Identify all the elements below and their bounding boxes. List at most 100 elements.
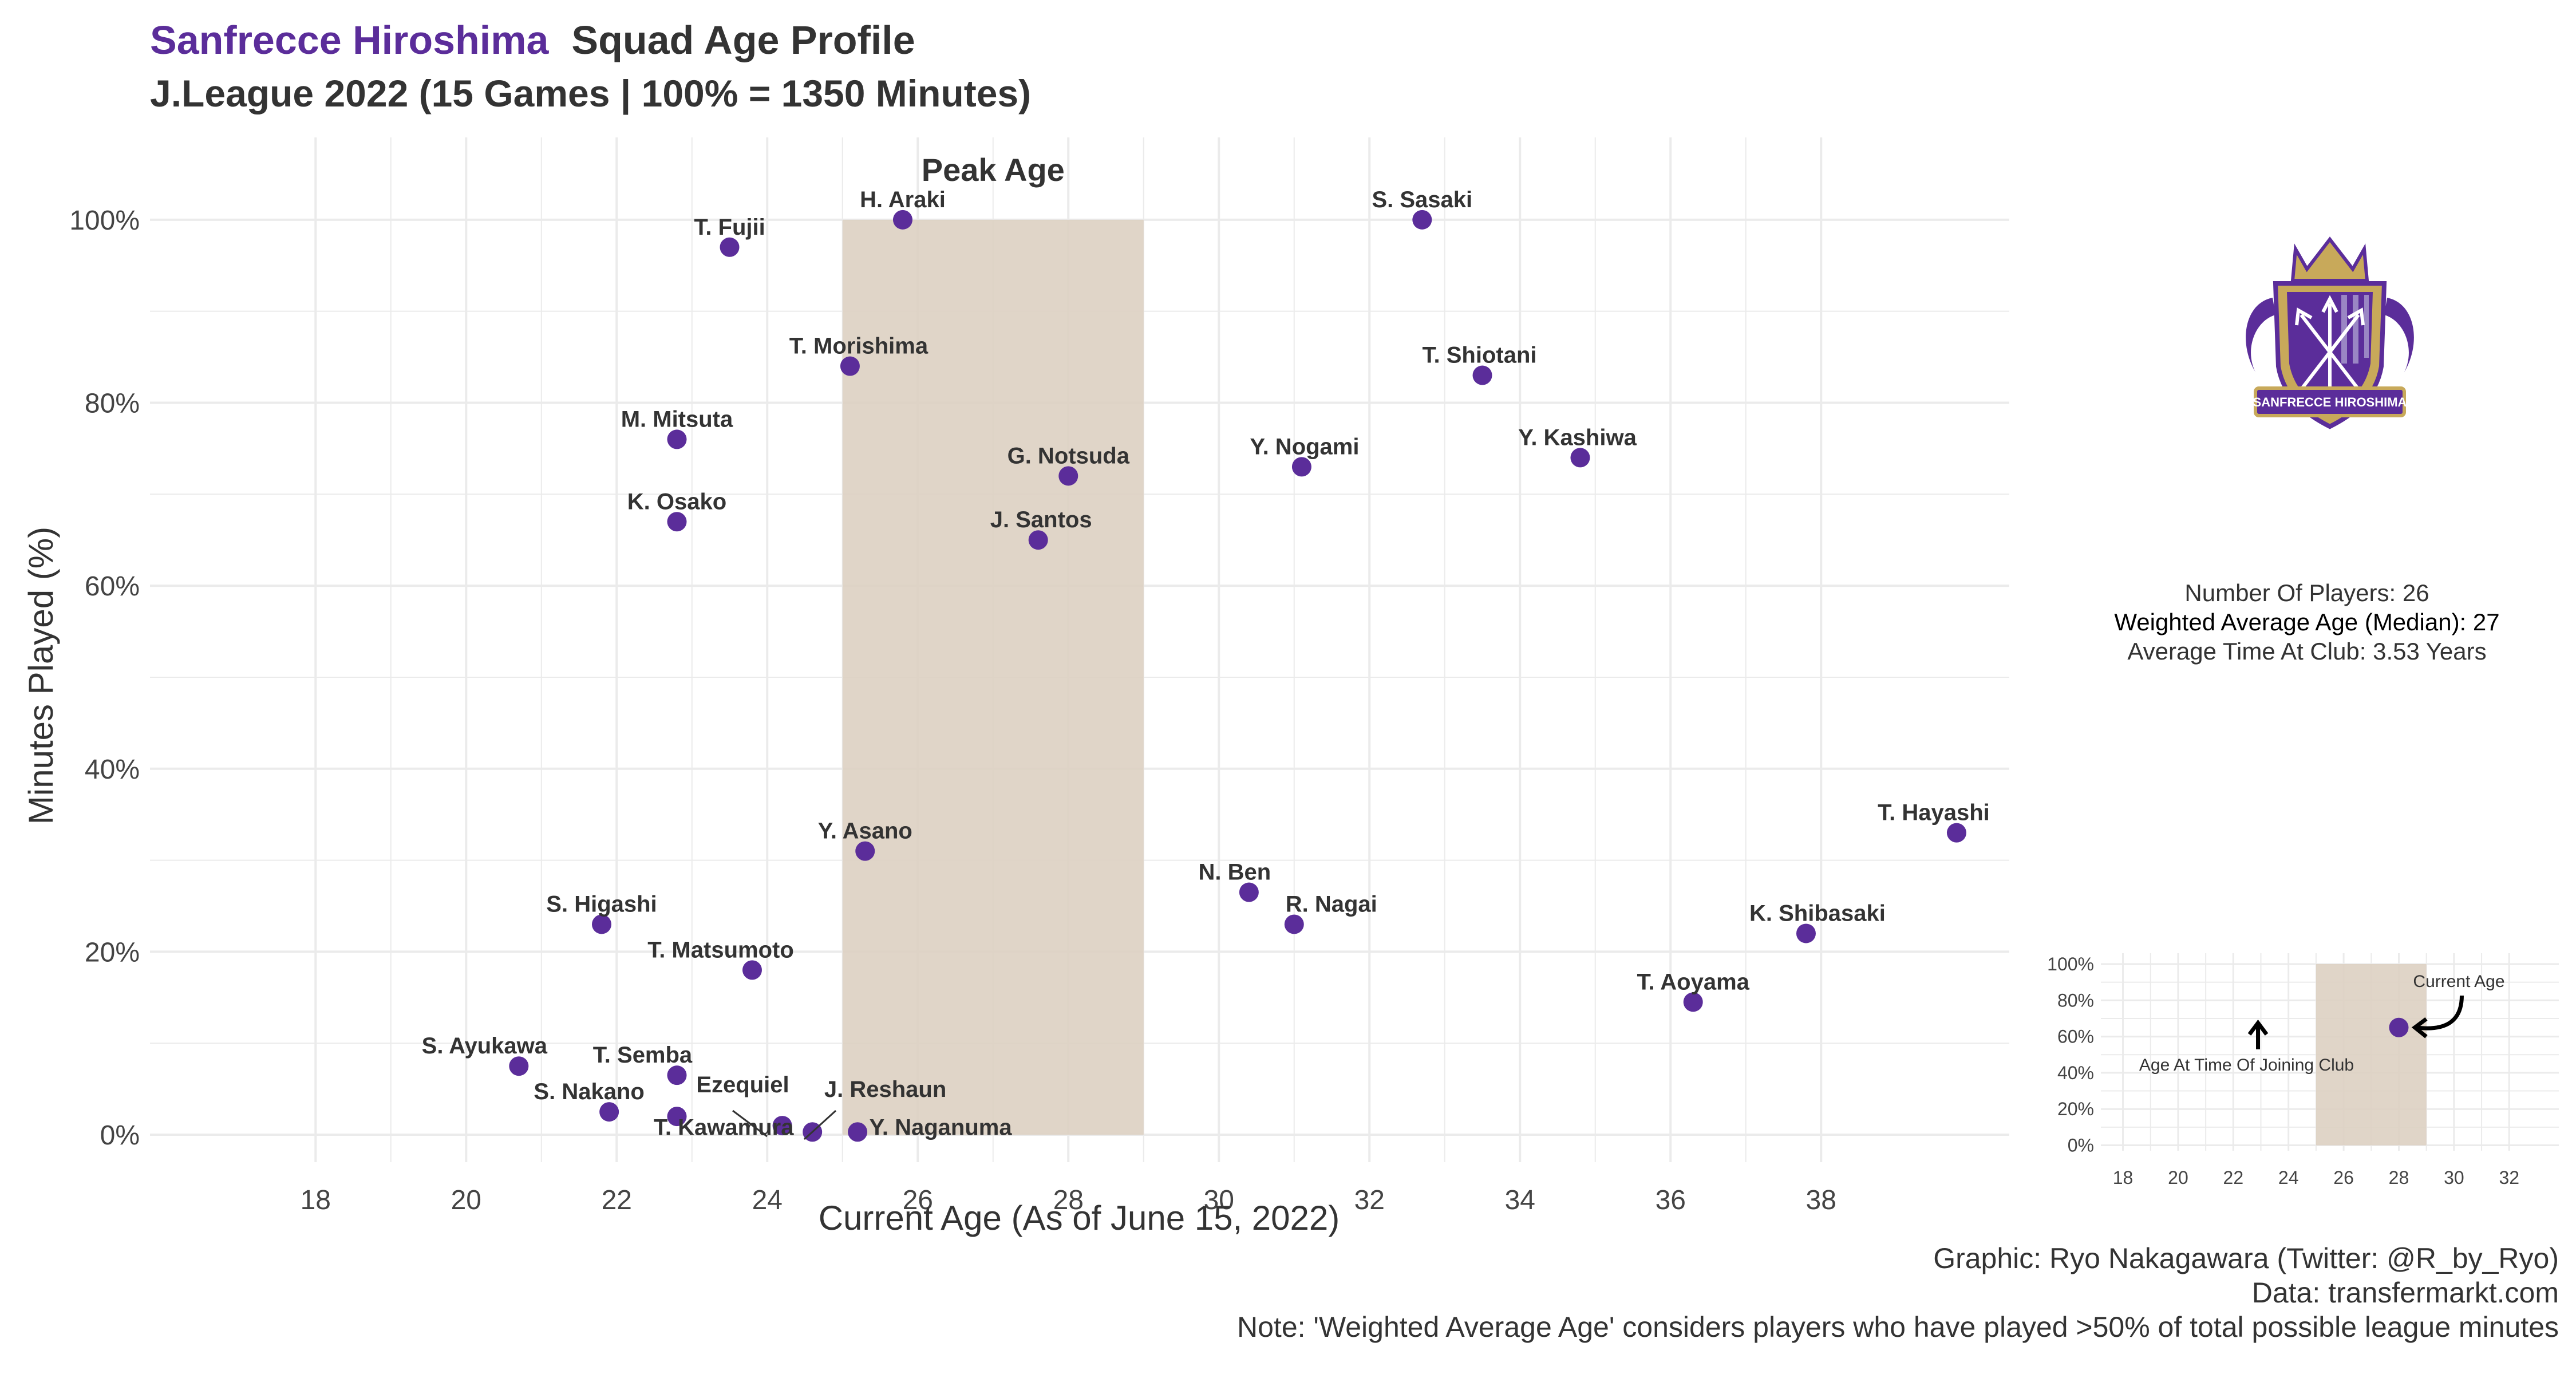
- legend-x-tick-32: 32: [2499, 1167, 2519, 1188]
- chart-subtitle: J.League 2022 (15 Games | 100% = 1350 Mi…: [150, 72, 1032, 114]
- x-tick-18: 18: [301, 1185, 331, 1215]
- label-s-sasaki: S. Sasaki: [1372, 187, 1472, 212]
- label-t-kawamura: T. Kawamura: [654, 1115, 794, 1140]
- x-tick-26: 26: [903, 1185, 933, 1215]
- x-tick-24: 24: [752, 1185, 783, 1215]
- y-tick-0: 0%: [100, 1120, 140, 1151]
- point-t-hayashi: [1946, 823, 1966, 843]
- label-ezequiel: Ezequiel: [696, 1072, 789, 1097]
- legend-x-tick-18: 18: [2113, 1167, 2134, 1188]
- label-y-nogami: Y. Nogami: [1250, 434, 1359, 459]
- label-y-kashiwa: Y. Kashiwa: [1518, 425, 1637, 450]
- point-j-reshaun: [772, 1116, 792, 1136]
- caption: Graphic: Ryo Nakagawara (Twitter: @R_by_…: [1237, 1241, 2559, 1344]
- x-tick-labels: 18 20 22 24 26 28 30 32 34 36 38: [301, 1185, 1836, 1215]
- point-y-asano: [855, 841, 875, 861]
- label-t-aoyama: T. Aoyama: [1637, 969, 1750, 994]
- label-y-asano: Y. Asano: [818, 819, 912, 844]
- legend-join-age-annotation: Age At Time Of Joining Club: [2139, 1056, 2354, 1075]
- label-m-mitsuta: M. Mitsuta: [621, 406, 733, 432]
- label-h-araki: H. Araki: [860, 187, 946, 212]
- legend-y-tick-40: 40%: [2057, 1063, 2094, 1083]
- legend-y-tick-100: 100%: [2047, 954, 2094, 974]
- legend-x-tick-20: 20: [2168, 1167, 2188, 1188]
- x-tick-34: 34: [1505, 1185, 1535, 1215]
- point-t-matsumoto: [742, 960, 762, 980]
- peak-age-label: Peak Age: [922, 152, 1065, 188]
- leader-ezequiel: [732, 1110, 768, 1138]
- legend-current-age-annotation: Current Age: [2413, 972, 2504, 991]
- point-t-semba: [667, 1065, 687, 1085]
- y-tick-labels: 0% 20% 40% 60% 80% 100%: [69, 206, 140, 1151]
- y-axis-label: Minutes Played (%): [22, 527, 60, 824]
- point-s-sasaki: [1412, 210, 1432, 230]
- point-k-osako: [667, 512, 687, 532]
- crest-stripes: [2341, 295, 2369, 364]
- legend-x-tick-28: 28: [2389, 1167, 2409, 1188]
- crest-scroll-left: [2246, 298, 2275, 372]
- legend-y-tick-labels: 0% 20% 40% 60% 80% 100%: [2047, 954, 2094, 1156]
- label-y-naganuma: Y. Naganuma: [870, 1115, 1013, 1140]
- y-tick-100: 100%: [69, 206, 140, 236]
- label-t-hayashi: T. Hayashi: [1878, 800, 1990, 826]
- crest-scroll-right: [2384, 298, 2414, 372]
- legend-x-tick-26: 26: [2333, 1167, 2354, 1188]
- crest-crown: [2290, 236, 2369, 282]
- legend-x-tick-labels: 18 20 22 24 26 28 30 32: [2113, 1167, 2519, 1188]
- point-t-aoyama: [1683, 992, 1703, 1012]
- y-tick-60: 60%: [85, 571, 140, 602]
- x-tick-38: 38: [1806, 1185, 1836, 1215]
- legend-y-tick-60: 60%: [2057, 1026, 2094, 1047]
- label-s-higashi: S. Higashi: [546, 891, 657, 917]
- label-n-ben: N. Ben: [1199, 860, 1271, 885]
- player-points: [509, 210, 1966, 1142]
- point-t-morishima: [840, 356, 860, 376]
- x-axis-label: Current Age (As of June 15, 2022): [819, 1199, 1340, 1237]
- label-t-semba: T. Semba: [593, 1043, 693, 1068]
- label-t-fujii: T. Fujii: [694, 215, 765, 240]
- legend-x-tick-30: 30: [2444, 1167, 2464, 1188]
- legend-current-age-arrow: [2411, 995, 2464, 1039]
- point-n-ben: [1239, 882, 1259, 902]
- y-tick-20: 20%: [85, 937, 140, 968]
- squad-stats: Number Of Players: 26 Weighted Average A…: [2107, 578, 2507, 666]
- caption-note: Note: 'Weighted Average Age' considers p…: [1237, 1311, 2559, 1343]
- career-trails: [308, 216, 1957, 1136]
- crest-arrows-icon: [2295, 295, 2365, 401]
- point-y-naganuma: [848, 1122, 868, 1142]
- crest-banner: [2254, 386, 2406, 417]
- label-t-matsumoto: T. Matsumoto: [647, 937, 794, 962]
- leader-j-reshaun: [803, 1110, 837, 1140]
- legend-y-tick-0: 0%: [2068, 1135, 2094, 1156]
- point-r-nagai: [1284, 914, 1304, 934]
- point-m-mitsuta: [667, 429, 687, 449]
- legend-join-age-arrow: [2247, 1019, 2269, 1049]
- point-s-higashi: [591, 914, 611, 934]
- peak-age-band: [842, 219, 1144, 1135]
- point-t-fujii: [720, 237, 740, 257]
- legend-peak-band: [2316, 964, 2427, 1146]
- label-t-shiotani: T. Shiotani: [1423, 343, 1537, 368]
- club-crest-logo: SANFRECCE HIROSHIMA: [2246, 236, 2414, 429]
- legend-example-point: [2389, 1017, 2409, 1037]
- label-j-reshaun: J. Reshaun: [824, 1077, 946, 1102]
- label-j-santos: J. Santos: [990, 507, 1092, 532]
- stat-weighted-average-age: Weighted Average Age (Median): 27: [2114, 609, 2500, 635]
- stat-average-time-at-club: Average Time At Club: 3.53 Years: [2127, 638, 2487, 665]
- point-j-santos: [1028, 530, 1048, 550]
- label-k-shibasaki: K. Shibasaki: [1749, 901, 1886, 926]
- point-g-notsuda: [1058, 466, 1078, 486]
- stat-number-of-players: Number Of Players: 26: [2184, 579, 2429, 606]
- label-t-morishima: T. Morishima: [789, 334, 929, 359]
- point-k-shibasaki: [1796, 923, 1816, 943]
- chart-title: Sanfrecce Hiroshima Squad Age Profile: [150, 17, 915, 63]
- label-r-nagai: R. Nagai: [1286, 891, 1377, 917]
- x-tick-36: 36: [1656, 1185, 1686, 1215]
- legend-x-tick-22: 22: [2223, 1167, 2244, 1188]
- legend-x-tick-24: 24: [2278, 1167, 2299, 1188]
- x-tick-22: 22: [602, 1185, 632, 1215]
- point-h-araki: [892, 210, 912, 230]
- point-s-ayukawa: [509, 1056, 529, 1076]
